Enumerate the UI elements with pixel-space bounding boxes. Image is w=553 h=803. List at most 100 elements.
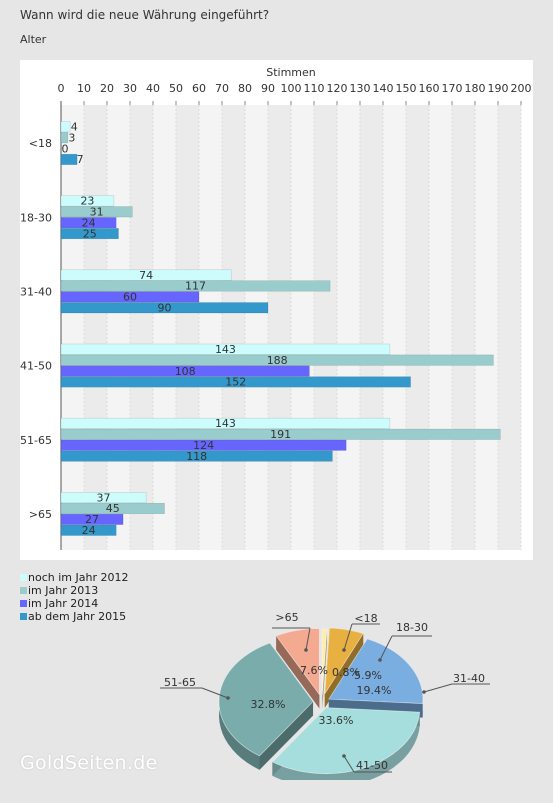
leader-dot — [342, 648, 346, 652]
bar — [60, 513, 124, 525]
data-label: 124 — [193, 439, 214, 452]
pie-category-label: 51-65 — [164, 676, 196, 689]
data-label: 108 — [175, 365, 196, 378]
x-tick-label: 20 — [100, 82, 114, 95]
slice-percent-label: 32.8% — [251, 698, 286, 711]
pie-category-label: 18-30 — [396, 621, 428, 634]
x-tick-label: 200 — [511, 82, 532, 95]
bar — [60, 439, 347, 451]
grid-band — [176, 105, 199, 550]
x-tick-label: 110 — [304, 82, 325, 95]
grid-band — [360, 105, 383, 550]
bar — [60, 228, 119, 240]
category-label: 51-65 — [20, 434, 52, 447]
legend-item: noch im Jahr 2012 — [20, 571, 128, 584]
data-label: 45 — [106, 502, 120, 515]
slice-percent-label: 5.9% — [354, 669, 382, 682]
category-label: 31-40 — [20, 285, 52, 298]
leader-dot — [304, 648, 308, 652]
grid-band — [222, 105, 245, 550]
x-tick-label: 190 — [488, 82, 509, 95]
leader-line — [423, 683, 453, 693]
legend-label: im Jahr 2014 — [28, 597, 99, 610]
pie-slice — [328, 638, 424, 704]
legend: noch im Jahr 2012 im Jahr 2013 im Jahr 201… — [20, 571, 128, 623]
data-label: 143 — [215, 343, 236, 356]
x-tick-label: 180 — [465, 82, 486, 95]
data-label: 24 — [82, 216, 96, 229]
leader-line — [201, 687, 229, 699]
data-label: 0 — [62, 142, 69, 155]
pie-category-label: 31-40 — [453, 672, 485, 685]
x-tick-label: 70 — [215, 82, 229, 95]
legend-item: im Jahr 2013 — [20, 584, 128, 597]
leader-dot — [422, 690, 426, 694]
data-label: 25 — [83, 227, 97, 240]
x-tick-label: 140 — [373, 82, 394, 95]
x-tick-label: 40 — [146, 82, 160, 95]
data-label: 188 — [267, 354, 288, 367]
bar — [60, 354, 494, 366]
bar — [60, 206, 133, 218]
data-label: 191 — [270, 428, 291, 441]
x-tick-label: 120 — [327, 82, 348, 95]
slice-percent-label: 33.6% — [319, 714, 354, 727]
pie-category-label: >65 — [275, 611, 298, 624]
bar — [60, 492, 147, 504]
leader-dot — [378, 658, 382, 662]
legend-label: noch im Jahr 2012 — [28, 571, 129, 584]
x-tick-label: 90 — [261, 82, 275, 95]
bar — [60, 280, 331, 292]
data-label: 23 — [80, 195, 94, 208]
chart-title: Wann wird die neue Währung eingeführt? — [20, 8, 270, 22]
legend-swatch — [20, 587, 27, 594]
bar — [60, 376, 411, 388]
data-label: 143 — [215, 417, 236, 430]
slice-percent-label: 0.8% — [332, 666, 360, 679]
data-label: 3 — [68, 131, 75, 144]
category-label: 18-30 — [20, 211, 52, 224]
pie-slice — [275, 628, 320, 696]
data-label: 4 — [71, 120, 78, 133]
legend-swatch — [20, 613, 27, 620]
data-label: 37 — [97, 491, 111, 504]
pie-chart: 0.8%5.9% 19.4% 33.6% 32.8% 7.6% <18 18-30 31-40… — [160, 611, 490, 780]
grid-band — [406, 105, 429, 550]
data-label: 7 — [77, 153, 84, 166]
leader-dot — [226, 696, 230, 700]
legend-label: ab dem Jahr 2015 — [28, 610, 127, 623]
leader-line — [343, 755, 355, 773]
legend-item: im Jahr 2014 — [20, 597, 128, 610]
x-axis-label: Stimmen — [266, 66, 316, 79]
chart-subtitle: Alter — [20, 33, 47, 46]
bar — [60, 269, 232, 281]
grid-band — [498, 105, 521, 550]
data-label: 152 — [225, 376, 246, 389]
x-tick-label: 50 — [169, 82, 183, 95]
bar — [60, 417, 391, 429]
legend-swatch — [20, 600, 27, 607]
pie-category-label: 41-50 — [356, 759, 388, 772]
watermark-logo: GoldSeiten.de — [20, 752, 158, 774]
leader-line — [379, 635, 393, 661]
x-tick-label: 150 — [396, 82, 417, 95]
bar — [60, 217, 117, 229]
x-tick-label: 30 — [123, 82, 137, 95]
bar — [60, 524, 117, 536]
x-tick-label: 10 — [77, 82, 91, 95]
grid-band — [268, 105, 291, 550]
bar — [60, 365, 310, 377]
pie-category-label: <18 — [354, 612, 377, 625]
x-tick-label: 0 — [58, 82, 65, 95]
grid-band — [130, 105, 153, 550]
bar — [60, 291, 200, 303]
category-label: 41-50 — [20, 360, 52, 373]
bar — [60, 153, 78, 165]
data-label: 27 — [85, 513, 99, 526]
bar — [60, 195, 115, 207]
grid-band — [452, 105, 475, 550]
bar — [60, 121, 71, 133]
legend-item: ab dem Jahr 2015 — [20, 610, 128, 623]
pie-slice — [271, 707, 421, 775]
x-tick-label: 100 — [281, 82, 302, 95]
